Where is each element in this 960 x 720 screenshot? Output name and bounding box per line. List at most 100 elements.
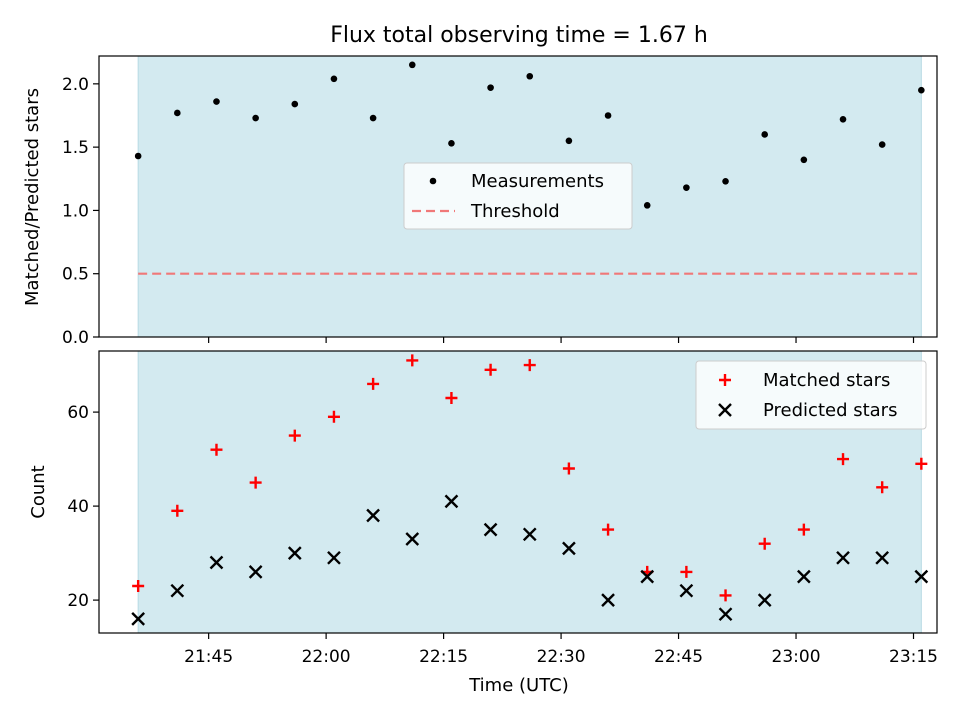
chart-title: Flux total observing time = 1.67 h	[330, 23, 708, 48]
measurement-point	[526, 72, 534, 80]
matched-star-point	[523, 359, 536, 372]
matched-star-point	[288, 429, 301, 442]
ratio-panel-frame	[98, 55, 938, 338]
count-panel-frame	[98, 350, 938, 634]
predicted-star-point	[562, 541, 576, 556]
matched-star-point	[249, 476, 262, 489]
predicted-star-point	[797, 569, 811, 584]
measurement-points	[134, 61, 925, 209]
matched-star-point	[602, 523, 615, 536]
predicted-star-point	[248, 565, 263, 579]
matched-star-point	[445, 392, 458, 404]
legend-swatch-matched	[719, 374, 731, 386]
legend-label-threshold: Threshold	[470, 201, 560, 222]
matched-star-point	[484, 363, 497, 376]
measurement-point	[330, 75, 338, 83]
measurement-point	[918, 86, 925, 94]
x-tick-label: 21:45	[184, 647, 233, 667]
matched-star-point	[915, 457, 928, 470]
measurement-point	[643, 202, 651, 209]
predicted-star-point	[757, 593, 772, 607]
y-tick-label: 40	[67, 497, 89, 517]
legend-label-matched: Matched stars	[763, 370, 890, 391]
measurement-point	[487, 84, 494, 91]
predicted-star-point	[483, 522, 498, 537]
measurement-point	[291, 100, 299, 108]
predicted-star-point	[875, 550, 890, 565]
matched-star-point	[797, 523, 810, 536]
measurement-point	[878, 141, 886, 148]
x-tick-label: 23:00	[772, 647, 821, 667]
matched-star-point	[837, 453, 850, 466]
measurement-point	[448, 140, 455, 147]
measurement-point	[722, 178, 729, 185]
matched-star-point	[327, 410, 340, 423]
matched-star-point	[719, 589, 732, 602]
ratio-y-axis: 0.0 0.5 1.0 1.5 2.0	[62, 75, 99, 348]
matched-star-point	[210, 443, 223, 456]
x-tick-label: 23:15	[889, 647, 938, 667]
x-tick-label: 22:15	[419, 647, 468, 667]
legend-box	[695, 360, 927, 430]
count-y-label: Count	[28, 465, 49, 518]
matched-star-point	[132, 580, 145, 592]
measurement-point	[683, 184, 690, 191]
count-panel: 20 40 60 21:45 22:00 22:15 22:30 22:45 23:00 23:…	[28, 350, 938, 696]
predicted-star-point	[405, 532, 420, 546]
measurement-point	[369, 114, 377, 122]
legend-box	[403, 162, 633, 230]
predicted-star-point	[287, 546, 302, 560]
predicted-star-point	[640, 569, 655, 584]
predicted-star-point	[327, 550, 341, 565]
predicted-star-point	[679, 583, 694, 598]
measurement-point	[800, 156, 808, 164]
x-tick-label: 22:30	[537, 647, 586, 667]
measurement-point	[839, 115, 847, 123]
legend-label-predicted: Predicted stars	[763, 400, 897, 421]
matched-star-point	[406, 354, 419, 367]
matched-star-point	[758, 537, 771, 550]
measurement-point	[174, 109, 181, 117]
predicted-star-point	[914, 569, 929, 584]
ratio-y-label: Matched/Predicted stars	[22, 88, 43, 306]
predicted-star-point	[131, 612, 146, 626]
predicted-star-point	[836, 550, 850, 565]
matched-star-point	[171, 504, 184, 517]
predicted-star-point	[170, 583, 185, 598]
predicted-star-point	[718, 607, 733, 622]
x-tick-label: 22:45	[654, 647, 703, 667]
matched-star-point	[876, 481, 889, 494]
measurement-point	[213, 98, 220, 105]
y-tick-label: 20	[67, 591, 89, 611]
count-legend: Matched stars Predicted stars	[695, 360, 927, 430]
matched-star-point	[680, 565, 693, 578]
x-axis-label: Time (UTC)	[468, 675, 569, 696]
legend-label-measurements: Measurements	[471, 171, 604, 192]
predicted-star-point	[601, 593, 615, 607]
ratio-legend: Measurements Threshold	[403, 162, 633, 230]
predicted-star-point	[522, 527, 537, 542]
y-tick-label: 1.0	[62, 201, 89, 221]
y-tick-label: 0.5	[62, 265, 89, 285]
measurement-point	[252, 114, 259, 122]
measurement-point	[408, 61, 416, 69]
y-tick-label: 60	[67, 403, 89, 423]
count-points	[131, 354, 929, 626]
legend-swatch-predicted	[718, 403, 732, 417]
y-tick-label: 2.0	[62, 75, 89, 95]
y-tick-label: 0.0	[62, 328, 89, 348]
predicted-star-point	[366, 508, 380, 523]
ratio-panel: 0.00.51.01.52.0 Matched/Predicted stars …	[22, 55, 938, 348]
ratio-x-ticks	[208, 337, 915, 343]
measurement-point	[134, 152, 142, 160]
x-tick-label: 22:00	[302, 647, 351, 667]
measurement-point	[761, 131, 769, 138]
count-x-axis: 21:45 22:00 22:15 22:30 22:45 23:00 23:15	[184, 633, 938, 667]
predicted-star-point	[444, 494, 459, 509]
predicted-star-point	[209, 555, 224, 570]
matched-star-point	[367, 377, 380, 390]
measurement-point	[565, 137, 573, 145]
y-tick-label: 1.5	[62, 138, 89, 158]
legend-swatch-measurements	[429, 177, 437, 185]
